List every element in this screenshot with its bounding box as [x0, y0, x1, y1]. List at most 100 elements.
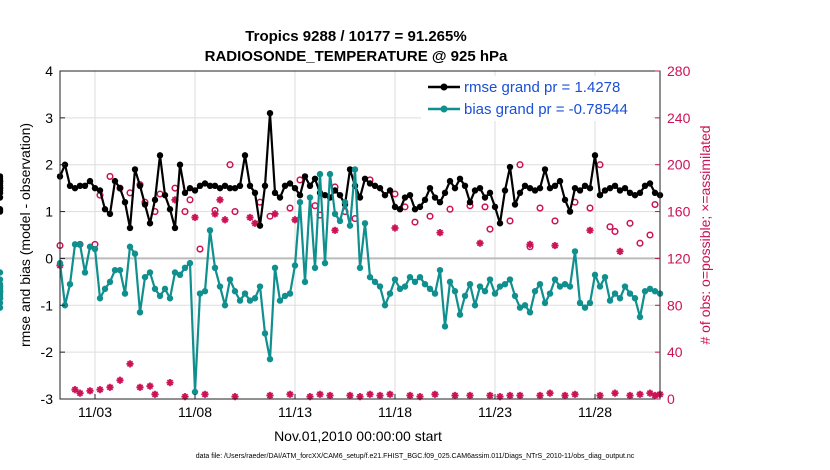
obs-assimilated-point — [221, 216, 229, 224]
bias-point — [446, 278, 454, 286]
rmse-point — [591, 152, 599, 159]
bias-point — [0, 269, 4, 276]
bias-point — [581, 304, 589, 311]
rmse-point — [501, 187, 509, 194]
bias-point — [136, 309, 144, 316]
bias-point — [316, 170, 324, 178]
bias-point — [271, 264, 279, 271]
rmse-point — [546, 184, 554, 192]
bias-point — [491, 290, 499, 297]
bias-point — [386, 290, 394, 297]
bias-point — [346, 222, 354, 229]
legend: rmse grand pr = 1.4278 bias grand pr = -… — [421, 76, 653, 121]
bias-point — [411, 278, 419, 286]
bias-point — [126, 243, 134, 250]
obs-possible-point — [651, 200, 659, 209]
rmse-point — [641, 182, 649, 189]
obs-assimilated-point — [146, 382, 154, 390]
rmse-point — [306, 182, 314, 189]
obs-assimilated-point — [506, 391, 514, 400]
obs-assimilated-point — [306, 393, 314, 401]
legend-rmse-marker — [440, 83, 448, 91]
bias-point — [516, 304, 524, 311]
bias-point — [606, 297, 614, 304]
obs-possible-point — [516, 161, 524, 169]
obs-assimilated-point — [326, 391, 334, 400]
obs-assimilated-point — [616, 247, 624, 255]
obs-possible-point — [636, 239, 644, 247]
rmse-point — [261, 182, 269, 189]
rmse-point — [356, 194, 364, 201]
rmse-point — [101, 206, 109, 213]
rmse-point — [366, 180, 374, 187]
x-tick-label: 11/28 — [578, 404, 612, 420]
bias-point — [536, 281, 544, 288]
bias-point — [391, 276, 399, 283]
bias-point — [301, 278, 309, 286]
y-right-tick-label: 240 — [667, 110, 691, 126]
obs-assimilated-point — [216, 196, 224, 204]
rmse-point — [0, 189, 4, 197]
obs-assimilated-point — [286, 390, 294, 398]
rmse-point — [416, 203, 424, 211]
bias-point — [186, 259, 194, 267]
x-tick-label: 11/13 — [278, 404, 312, 420]
bias-point — [291, 262, 299, 269]
bias-point — [646, 285, 654, 293]
rmse-point — [121, 199, 129, 206]
bias-point — [101, 285, 109, 293]
rmse-point — [236, 182, 244, 189]
bias-point — [71, 241, 79, 248]
bias-point — [91, 245, 99, 253]
bias-point — [311, 264, 319, 271]
rmse-point — [601, 187, 609, 194]
obs-possible-point — [486, 225, 494, 233]
x-tick-label: 11/18 — [378, 404, 412, 420]
y-tick-label: -2 — [41, 344, 54, 360]
obs-possible-point — [426, 212, 434, 220]
bias-point — [286, 290, 294, 297]
rmse-point — [0, 206, 4, 213]
bias-point — [366, 273, 374, 281]
bias-point — [556, 283, 564, 290]
rmse-point — [86, 177, 94, 185]
obs-possible-point — [181, 208, 189, 216]
obs-possible-point — [536, 204, 544, 212]
rmse-point — [636, 189, 644, 197]
obs-assimilated-point — [331, 226, 339, 234]
rmse-point — [631, 191, 639, 199]
rmse-point — [111, 177, 119, 185]
rmse-point — [281, 182, 289, 189]
obs-assimilated-point — [646, 389, 654, 397]
obs-possible-point — [606, 223, 614, 231]
obs-assimilated-point — [116, 376, 124, 384]
obs-assimilated-point — [96, 386, 104, 394]
bias-point — [321, 259, 329, 267]
obs-assimilated-point — [106, 383, 114, 391]
bias-point — [356, 264, 364, 271]
rmse-point — [526, 184, 534, 192]
rmse-point — [216, 184, 224, 192]
rmse-point — [451, 184, 459, 192]
bias-point — [156, 292, 164, 300]
bias-point — [601, 273, 609, 281]
rmse-point — [346, 166, 354, 173]
bias-point — [166, 295, 174, 302]
bias-point — [281, 292, 289, 300]
legend-box — [421, 76, 653, 121]
obs-possible-point — [231, 208, 239, 216]
rmse-point — [586, 184, 594, 192]
rmse-point — [621, 184, 629, 192]
y-axis-label: rmse and bias (model - observation) — [17, 123, 33, 347]
obs-assimilated-point — [71, 386, 79, 394]
rmse-point — [466, 199, 474, 206]
bias-point — [251, 295, 259, 302]
rmse-point — [96, 187, 104, 194]
bias-point — [456, 311, 464, 318]
rmse-point — [126, 224, 134, 232]
rmse-point — [381, 191, 389, 199]
bias-point — [361, 220, 369, 227]
y-tick-label: 4 — [45, 63, 53, 79]
bias-point — [406, 273, 414, 281]
rmse-point — [401, 194, 409, 201]
